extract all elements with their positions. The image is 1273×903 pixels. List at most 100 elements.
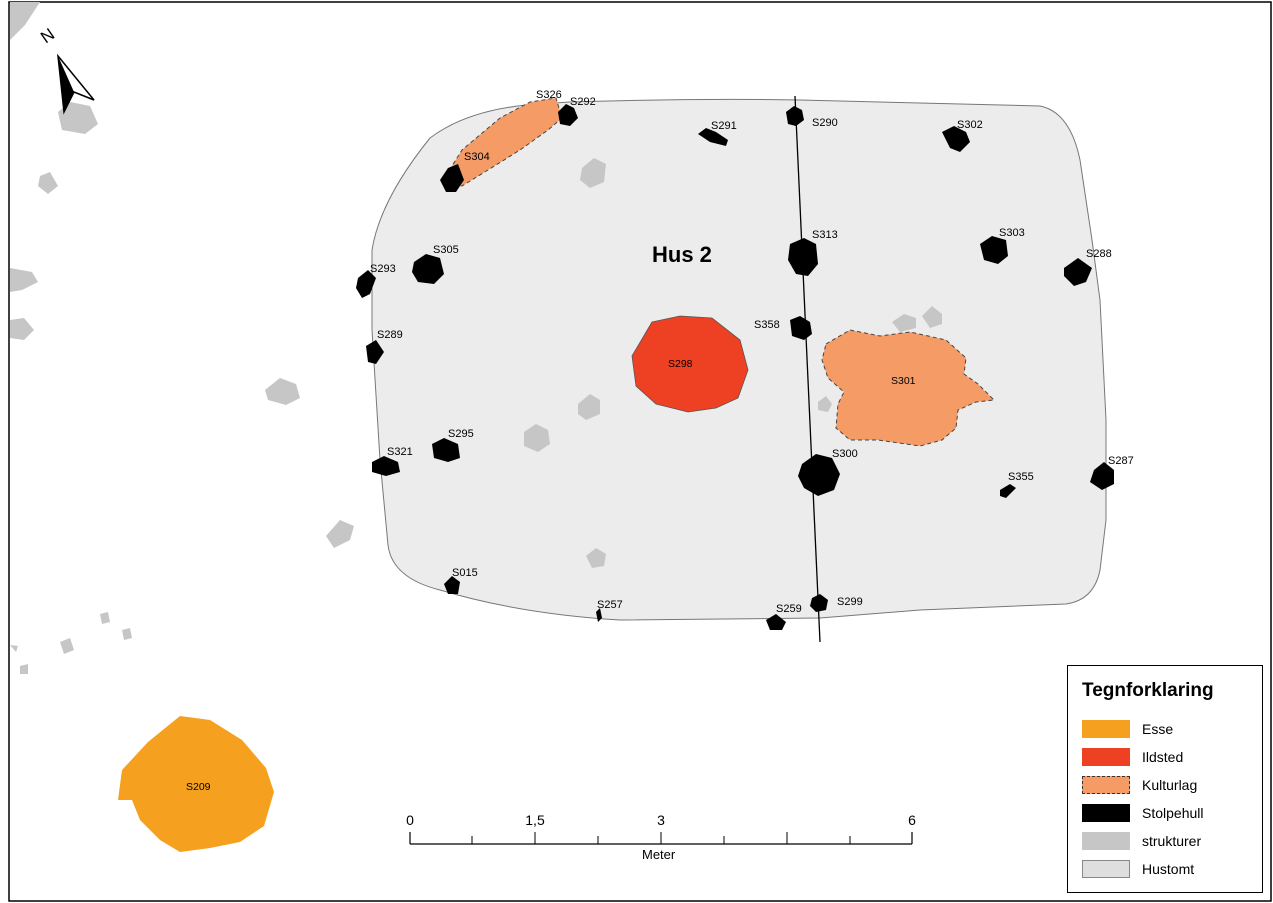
structure [578, 394, 600, 420]
posthole [444, 576, 460, 594]
legend-swatch-strukturer [1082, 832, 1130, 850]
section-line [794, 95, 821, 643]
label-s355: S355 [1008, 471, 1034, 483]
scale-label-3: 3 [657, 812, 665, 828]
label-s287: S287 [1108, 455, 1134, 467]
hearth-s298 [631, 315, 749, 413]
posthole [356, 270, 376, 298]
structure [122, 628, 132, 640]
label-s304: S304 [464, 151, 490, 163]
label-s289: S289 [377, 329, 403, 341]
structure [20, 664, 28, 674]
posthole [790, 316, 812, 340]
structure [60, 638, 74, 654]
structure [524, 424, 550, 452]
label-s298: S298 [668, 358, 693, 370]
label-s305: S305 [433, 244, 459, 256]
culture-layer-s301 [821, 329, 996, 447]
scale-label-0: 0 [406, 812, 414, 828]
label-s313: S313 [812, 229, 838, 241]
structure [922, 306, 942, 328]
posthole [366, 340, 384, 364]
posthole [432, 438, 460, 462]
legend-item-kulturlag: Kulturlag [1082, 774, 1262, 796]
legend-item-stolpehull: Stolpehull [1082, 802, 1262, 824]
posthole [810, 594, 828, 612]
label-s209: S209 [186, 781, 211, 793]
posthole [942, 126, 970, 152]
posthole [372, 456, 400, 476]
house-label: Hus 2 [652, 242, 712, 267]
posthole [698, 128, 728, 146]
legend-swatch-ildsted [1082, 748, 1130, 766]
legend: Tegnforklaring Esse Ildsted Kulturlag St… [1067, 665, 1263, 893]
posthole [558, 104, 578, 126]
posthole [1000, 484, 1016, 498]
structure [265, 378, 300, 405]
posthole [798, 454, 840, 496]
legend-title: Tegnforklaring [1082, 680, 1214, 701]
posthole [766, 614, 786, 630]
structure [10, 2, 40, 40]
structure [326, 520, 354, 548]
label-s291: S291 [711, 120, 737, 132]
legend-label-esse: Esse [1142, 721, 1174, 737]
label-s358: S358 [754, 319, 780, 331]
structure [10, 268, 38, 292]
structure [580, 158, 606, 188]
label-s015: S015 [452, 567, 478, 579]
label-s257: S257 [597, 599, 623, 611]
structure [58, 102, 98, 134]
structure [38, 172, 58, 194]
legend-swatch-esse [1082, 720, 1130, 738]
posthole [980, 236, 1008, 264]
north-arrow-fill [58, 56, 74, 112]
label-s293: S293 [370, 263, 396, 275]
label-s288: S288 [1086, 248, 1112, 260]
structure [586, 548, 606, 568]
structure [892, 314, 916, 332]
posthole [440, 164, 464, 192]
structure [100, 612, 110, 624]
posthole [412, 254, 444, 284]
structure [10, 318, 34, 340]
legend-swatch-hustomt [1082, 860, 1130, 878]
scale-unit: Meter [642, 847, 676, 862]
label-s259: S259 [776, 603, 802, 615]
label-s300: S300 [832, 448, 858, 460]
structures-layer [10, 2, 354, 674]
legend-item-esse: Esse [1082, 718, 1262, 740]
legend-swatch-kulturlag [1082, 776, 1130, 794]
posthole [786, 106, 804, 126]
label-s303: S303 [999, 227, 1025, 239]
legend-item-strukturer: strukturer [1082, 830, 1262, 852]
label-s321: S321 [387, 446, 413, 458]
legend-item-hustomt: Hustomt [1082, 858, 1262, 880]
legend-label-strukturer: strukturer [1142, 833, 1202, 849]
forge-s209 [118, 716, 274, 852]
label-s295: S295 [448, 428, 474, 440]
structure [10, 645, 18, 652]
structure [818, 396, 832, 412]
legend-label-ildsted: Ildsted [1142, 749, 1184, 765]
label-s290: S290 [812, 117, 838, 129]
posthole [788, 238, 818, 276]
postholes-layer [356, 104, 1114, 630]
legend-label-kulturlag: Kulturlag [1142, 777, 1198, 793]
label-s302: S302 [957, 119, 983, 131]
legend-item-ildsted: Ildsted [1082, 746, 1262, 768]
posthole [1090, 462, 1114, 490]
scale-bar [409, 832, 913, 845]
label-s326: S326 [536, 89, 562, 101]
posthole [596, 608, 602, 622]
label-s292: S292 [570, 96, 596, 108]
posthole [1064, 258, 1092, 286]
legend-swatch-stolpehull [1082, 804, 1130, 822]
scale-label-1-5: 1,5 [525, 812, 545, 828]
label-s301: S301 [891, 375, 916, 387]
legend-label-hustomt: Hustomt [1142, 861, 1195, 877]
legend-label-stolpehull: Stolpehull [1142, 805, 1204, 821]
feature-labels: S326 S292 S291 S290 S302 S304 S313 S303 … [186, 89, 1134, 793]
scale-label-6: 6 [908, 812, 916, 828]
